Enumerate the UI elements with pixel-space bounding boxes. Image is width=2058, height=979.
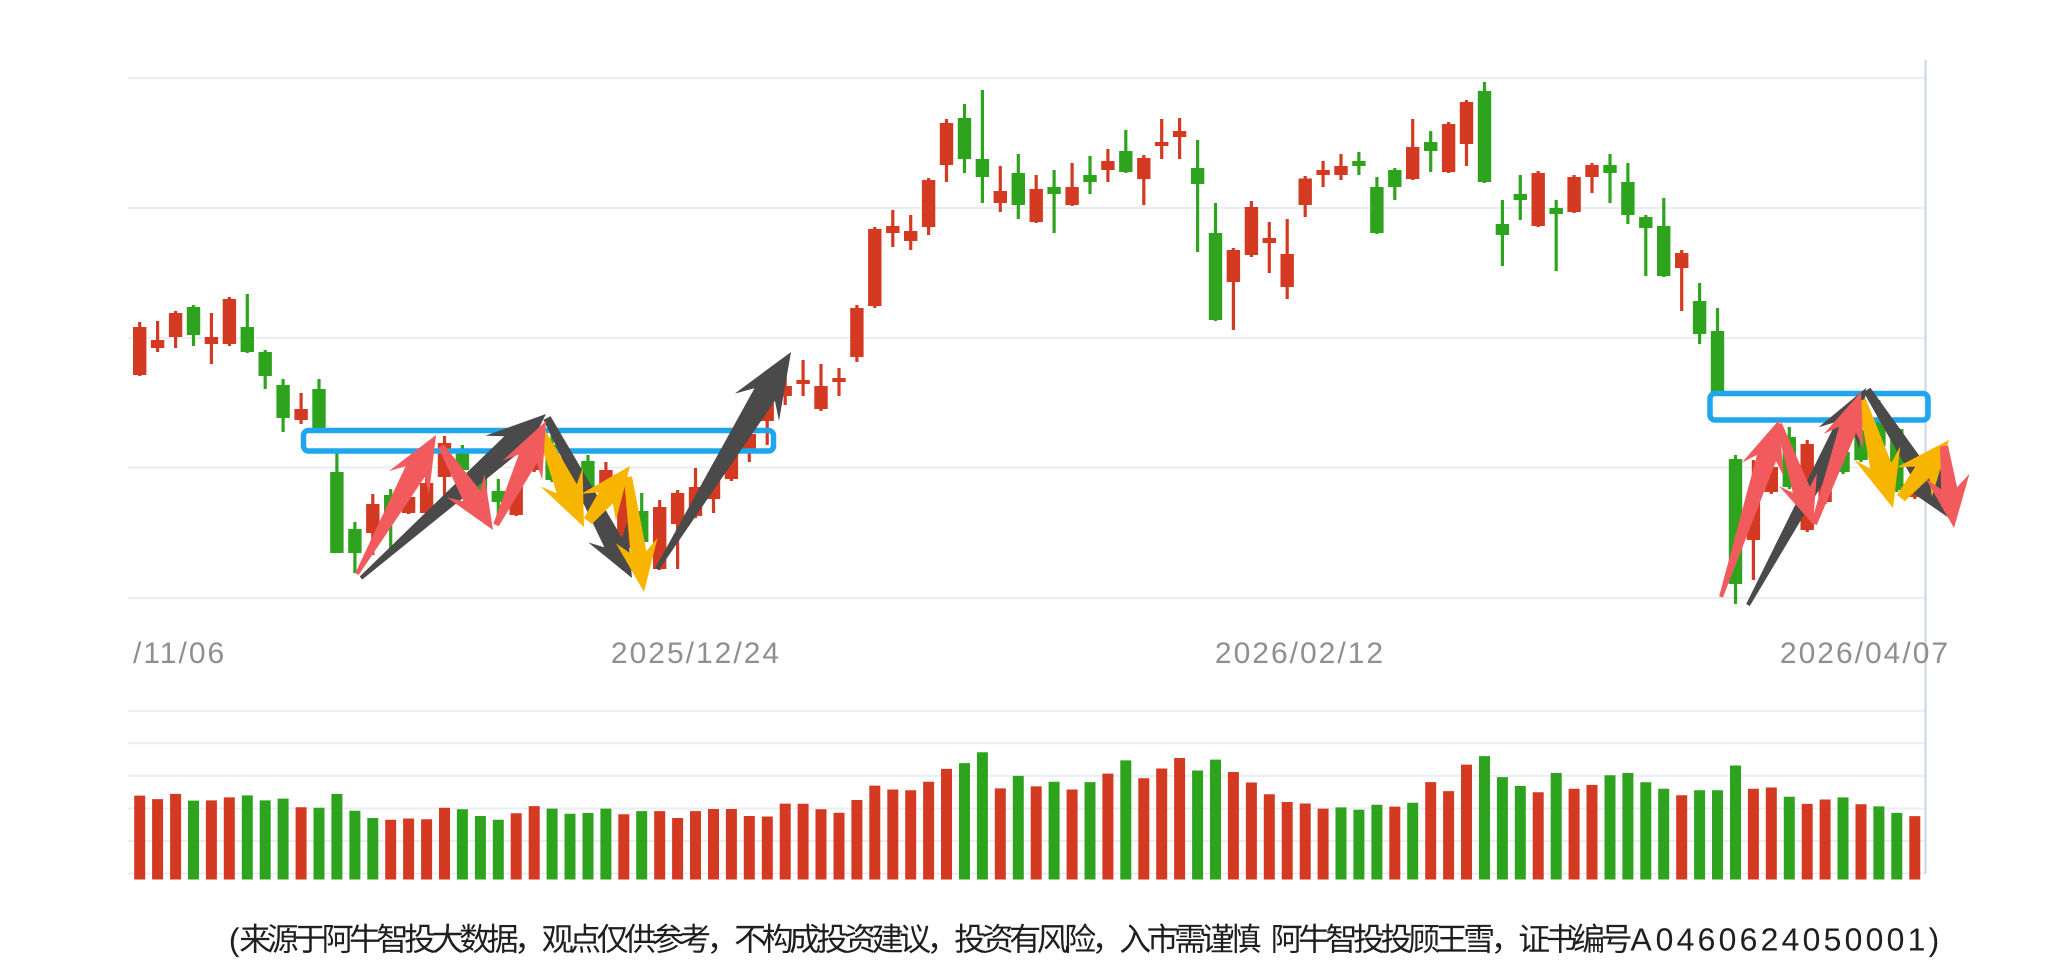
svg-text:2025/12/24: 2025/12/24	[611, 637, 781, 670]
svg-text:/11/06: /11/06	[133, 637, 226, 670]
svg-text:2026/02/12: 2026/02/12	[1215, 637, 1385, 670]
svg-text:2026/04/07: 2026/04/07	[1780, 637, 1950, 670]
